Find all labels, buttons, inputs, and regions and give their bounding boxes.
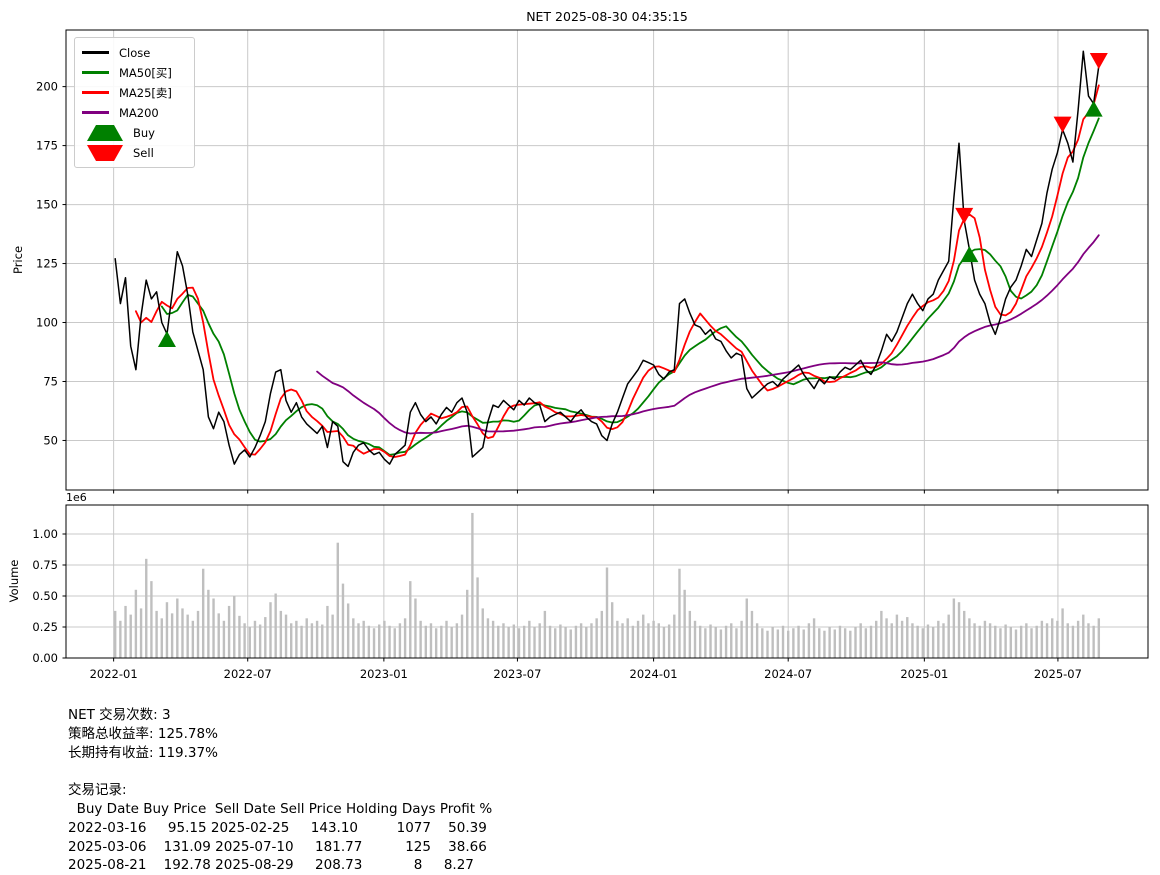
buy-markers [157, 100, 1103, 347]
ma200-line-swatch-icon [82, 111, 109, 114]
trade-log-row: 2025-03-06 131.09 2025-07-10 181.77 125 … [68, 838, 487, 855]
legend-label-sell: Sell [133, 145, 154, 160]
trade-report: NET 交易次数: 3 策略总收益率: 125.78% 长期持有收益: 119.… [68, 706, 492, 875]
svg-text:0.00: 0.00 [32, 651, 58, 665]
svg-text:2023-07: 2023-07 [493, 667, 541, 681]
svg-text:0.75: 0.75 [32, 558, 58, 572]
legend-item-ma25: MA25[卖] [82, 83, 188, 102]
hold-return-label: 长期持有收益: [68, 744, 154, 761]
grid-lines [66, 30, 1148, 659]
buy-triangle-icon [87, 124, 123, 141]
trade-log-rows: 2022-03-16 95.15 2025-02-25 143.10 1077 … [68, 819, 492, 875]
sell-triangle-icon [87, 144, 123, 161]
strategy-return-line: 策略总收益率: 125.78% [68, 725, 492, 744]
svg-text:2024-01: 2024-01 [630, 667, 678, 681]
trade-log-row: 2025-08-21 192.78 2025-08-29 208.73 8 8.… [68, 857, 474, 874]
hold-return-value: 119.37% [157, 744, 218, 761]
strategy-return-value: 125.78% [157, 725, 218, 742]
price-axis-label: Price [11, 246, 25, 274]
svg-text:2022-07: 2022-07 [224, 667, 272, 681]
trade-count-line: NET 交易次数: 3 [68, 706, 492, 725]
legend-item-sell: Sell [82, 143, 188, 162]
strategy-return-label: 策略总收益率: [68, 725, 154, 742]
ma50-line-swatch-icon [82, 71, 109, 74]
svg-text:2022-01: 2022-01 [90, 667, 138, 681]
svg-text:0.25: 0.25 [32, 620, 58, 634]
legend-item-close: Close [82, 43, 188, 62]
trade-log-header: Buy Date Buy Price Sell Date Sell Price … [68, 800, 493, 817]
ma25-line-swatch-icon [82, 91, 109, 94]
volume-bars [113, 512, 1101, 658]
svg-text:125: 125 [36, 257, 58, 271]
close-line [114, 50, 1100, 468]
svg-text:2023-01: 2023-01 [360, 667, 408, 681]
trade-log-heading: 交易记录: [68, 782, 127, 799]
legend-label-ma50: MA50[买] [119, 65, 172, 80]
svg-text:75: 75 [43, 374, 58, 388]
legend-label-close: Close [119, 45, 151, 60]
legend-label-ma200: MA200 [119, 105, 159, 120]
svg-text:175: 175 [36, 139, 58, 153]
blank-line [68, 762, 492, 781]
legend-label-buy: Buy [133, 125, 155, 140]
hold-return-line: 长期持有收益: 119.37% [68, 744, 492, 763]
svg-text:100: 100 [36, 316, 58, 330]
trade-log-row: 2022-03-16 95.15 2025-02-25 143.10 1077 … [68, 819, 487, 836]
svg-text:0.50: 0.50 [32, 589, 58, 603]
svg-text:50: 50 [43, 433, 58, 447]
legend-item-ma200: MA200 [82, 103, 188, 122]
axis-ticks-and-labels: 2022-01 2022-07 2023-01 2023-07 2024-01 2024-… [32, 80, 1082, 681]
svg-text:200: 200 [36, 80, 58, 94]
volume-axis-label: Volume [7, 560, 21, 603]
legend-item-ma50: MA50[买] [82, 63, 188, 82]
price-volume-chart: 2022-01 2022-07 2023-01 2023-07 2024-01 2024-… [7, 9, 1149, 681]
ma25-line [135, 84, 1100, 458]
chart-title: NET 2025-08-30 04:35:15 [526, 9, 688, 24]
svg-text:2025-01: 2025-01 [900, 667, 948, 681]
trade-count-label: NET 交易次数: [68, 707, 158, 723]
svg-text:1.00: 1.00 [32, 527, 58, 541]
chart-generated-layers: 2022-01 2022-07 2023-01 2023-07 2024-01 2024-… [32, 29, 1149, 681]
ma200-line [316, 234, 1100, 435]
sell-markers [955, 53, 1108, 224]
legend: Close MA50[买] MA25[卖] MA200 Buy Sell [74, 37, 195, 168]
volume-offset-label: 1e6 [66, 491, 87, 504]
svg-text:2024-07: 2024-07 [764, 667, 812, 681]
axes-spines [65, 29, 1149, 659]
svg-text:150: 150 [36, 198, 58, 212]
trade-count-value: 3 [162, 707, 171, 723]
close-line-swatch-icon [82, 51, 109, 54]
legend-label-ma25: MA25[卖] [119, 85, 172, 100]
svg-text:2025-07: 2025-07 [1034, 667, 1082, 681]
legend-item-buy: Buy [82, 123, 188, 142]
